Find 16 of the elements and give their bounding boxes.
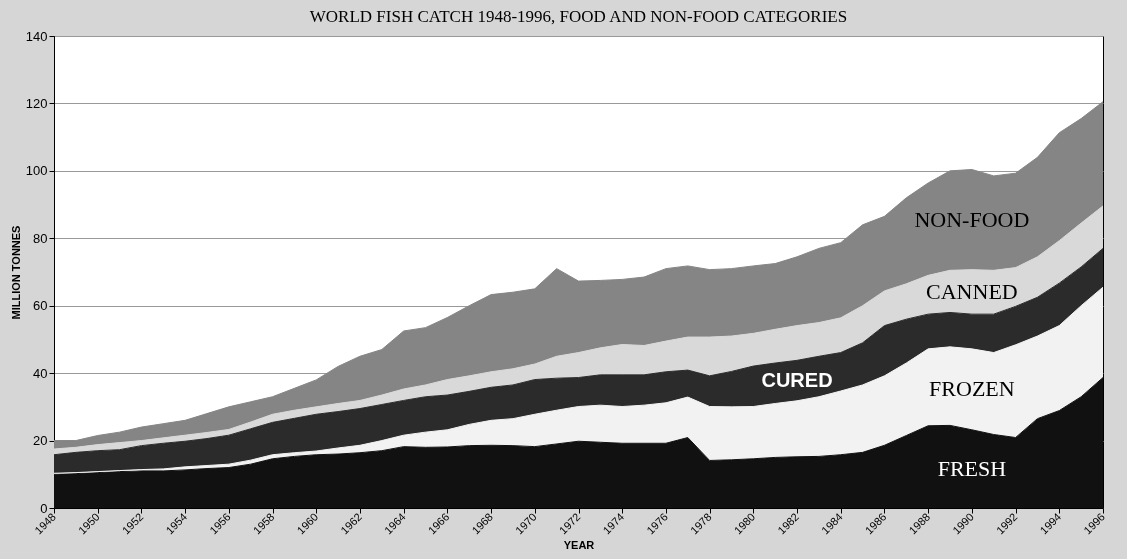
y-tick-label: 40 [33, 365, 48, 381]
series-label: CANNED [926, 278, 1018, 304]
series-label: NON-FOOD [914, 206, 1030, 232]
series-label: FROZEN [929, 376, 1015, 402]
y-tick-label: 140 [25, 28, 48, 44]
y-tick-label: 80 [33, 230, 48, 246]
y-tick-label: 0 [40, 500, 48, 516]
y-tick-label: 20 [33, 433, 48, 449]
y-axis-title: MILLION TONNES [9, 225, 22, 320]
series-label: CURED [761, 368, 833, 391]
x-axis-title: YEAR [563, 539, 595, 552]
y-tick-label: 60 [33, 298, 48, 314]
series-label: FRESH [937, 455, 1007, 481]
y-tick-label: 120 [25, 95, 48, 111]
chart-title: WORLD FISH CATCH 1948-1996, FOOD AND NON-FOOD CATEGORIES [309, 7, 848, 26]
y-tick-label: 100 [25, 163, 48, 179]
